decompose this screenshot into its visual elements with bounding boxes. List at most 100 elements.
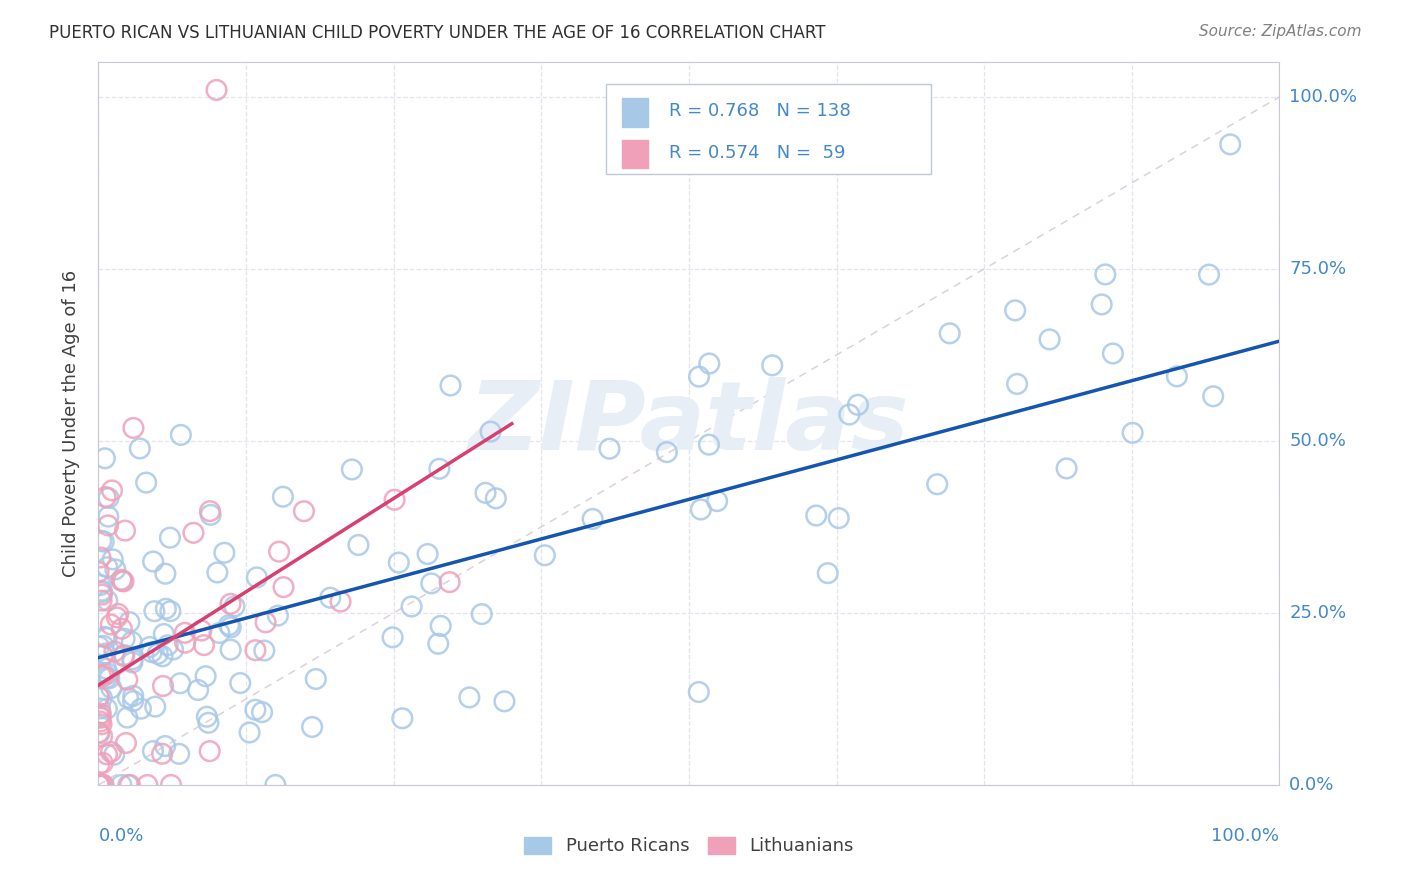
Point <box>118 778 141 792</box>
Point <box>229 676 252 690</box>
Point <box>96 593 118 607</box>
Point <box>89 701 111 715</box>
Point <box>1166 369 1188 384</box>
Point <box>264 778 287 792</box>
Point <box>94 647 117 661</box>
Point <box>96 560 118 574</box>
Point <box>129 701 152 715</box>
Point <box>90 690 112 705</box>
FancyBboxPatch shape <box>606 84 931 175</box>
Point <box>347 538 370 552</box>
Point <box>828 511 851 525</box>
Point <box>114 632 136 646</box>
Point <box>96 747 118 762</box>
Point <box>97 509 120 524</box>
Point <box>391 711 413 725</box>
Point <box>110 573 132 587</box>
Point <box>195 710 218 724</box>
Point <box>1219 137 1241 152</box>
Point <box>427 462 450 476</box>
Point <box>197 715 219 730</box>
Point <box>143 604 166 618</box>
Point <box>101 483 124 498</box>
Point <box>458 690 481 705</box>
Point <box>485 491 508 506</box>
Point <box>90 706 112 721</box>
Point <box>219 642 242 657</box>
Point <box>162 642 184 657</box>
Point <box>101 552 124 566</box>
Point <box>155 601 177 615</box>
Point <box>146 647 169 661</box>
Legend: Puerto Ricans, Lithuanians: Puerto Ricans, Lithuanians <box>524 837 853 855</box>
Point <box>90 717 112 731</box>
FancyBboxPatch shape <box>621 98 648 127</box>
Point <box>533 548 555 562</box>
Point <box>1091 297 1114 311</box>
Point <box>98 671 121 685</box>
Point <box>107 607 129 621</box>
Point <box>471 607 494 621</box>
Point <box>817 566 839 581</box>
Point <box>97 491 120 505</box>
Point <box>89 726 111 740</box>
Point <box>155 566 177 581</box>
Point <box>90 711 112 725</box>
Point <box>142 744 165 758</box>
Point <box>159 604 181 618</box>
Point <box>273 580 295 594</box>
Point <box>938 326 960 341</box>
Point <box>1004 303 1026 318</box>
Point <box>207 566 229 580</box>
Point <box>111 622 134 636</box>
Text: PUERTO RICAN VS LITHUANIAN CHILD POVERTY UNDER THE AGE OF 16 CORRELATION CHART: PUERTO RICAN VS LITHUANIAN CHILD POVERTY… <box>49 24 825 42</box>
Point <box>94 451 117 466</box>
Point <box>697 437 720 451</box>
Point <box>301 720 323 734</box>
Point <box>198 744 221 758</box>
Point <box>112 648 135 663</box>
Point <box>139 640 162 654</box>
Point <box>388 556 411 570</box>
Text: 100.0%: 100.0% <box>1212 827 1279 845</box>
Point <box>239 725 262 739</box>
Point <box>89 778 111 792</box>
Point <box>173 625 195 640</box>
Point <box>121 652 143 666</box>
Text: R = 0.768   N = 138: R = 0.768 N = 138 <box>669 102 851 120</box>
Point <box>688 685 710 699</box>
Point <box>429 619 451 633</box>
Point <box>118 615 141 629</box>
Point <box>200 508 222 522</box>
Point <box>96 631 118 645</box>
Point <box>89 550 111 565</box>
Point <box>91 588 114 602</box>
Point <box>1056 461 1078 475</box>
Point <box>329 594 352 608</box>
Text: 100.0%: 100.0% <box>1289 87 1357 106</box>
Point <box>90 583 112 598</box>
Point <box>114 524 136 538</box>
Point <box>87 565 110 579</box>
Point <box>439 575 461 590</box>
Point <box>87 725 110 739</box>
Point <box>170 428 193 442</box>
Point <box>117 778 139 792</box>
Point <box>218 618 240 632</box>
Point <box>90 669 112 683</box>
Point <box>927 477 949 491</box>
Point <box>89 714 111 729</box>
Point <box>152 649 174 664</box>
Point <box>150 747 173 761</box>
Y-axis label: Child Poverty Under the Age of 16: Child Poverty Under the Age of 16 <box>62 270 80 577</box>
Point <box>100 617 122 632</box>
Point <box>439 378 461 392</box>
Point <box>689 502 711 516</box>
Point <box>183 525 205 540</box>
Point <box>246 570 269 584</box>
Point <box>121 634 143 648</box>
Point <box>169 676 191 690</box>
Point <box>91 778 114 792</box>
Point <box>214 546 236 560</box>
Point <box>111 574 134 588</box>
